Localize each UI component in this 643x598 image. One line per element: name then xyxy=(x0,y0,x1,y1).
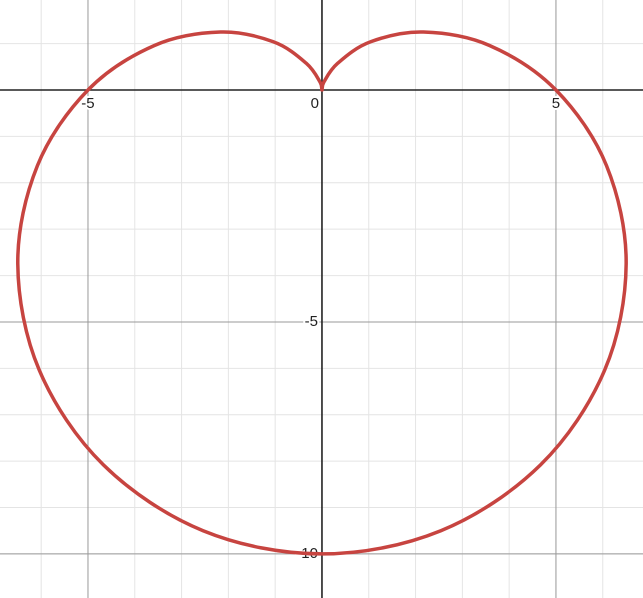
x-tick-label: 0 xyxy=(311,95,319,112)
x-tick-label: 5 xyxy=(552,95,560,112)
curve xyxy=(16,30,628,556)
x-tick-label: -5 xyxy=(81,95,94,112)
y-tick-label: -5 xyxy=(305,313,318,330)
